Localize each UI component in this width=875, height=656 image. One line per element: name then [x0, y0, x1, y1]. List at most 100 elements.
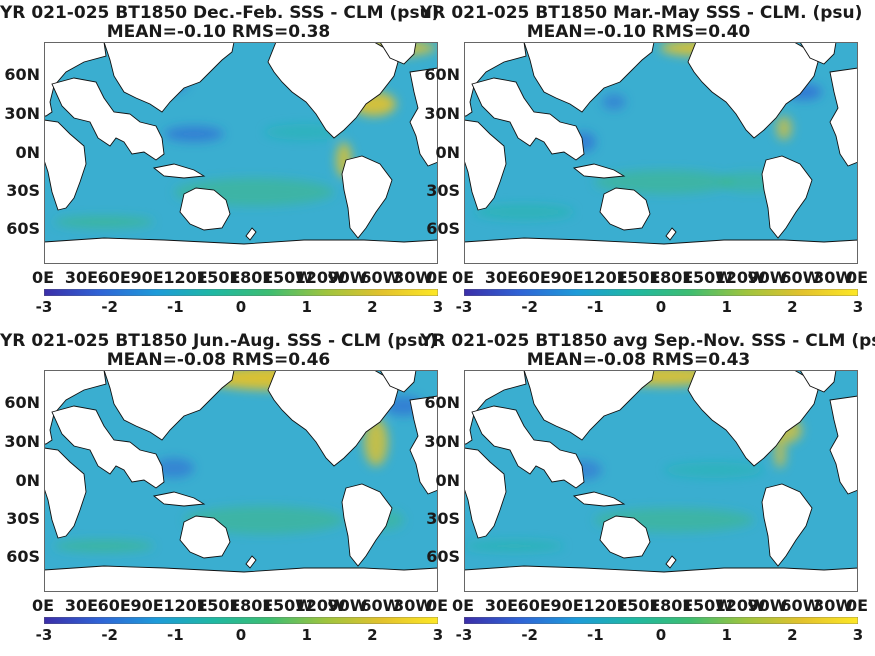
colorbar-tick-label: -3	[35, 626, 53, 644]
panel-title: YR 021-025 BT1850 Dec.-Feb. SSS - CLM (p…	[0, 3, 440, 23]
map-frame	[44, 370, 438, 592]
colorbar-tick-label: 3	[852, 298, 864, 316]
land-mass	[409, 67, 438, 167]
map-frame	[464, 370, 858, 592]
longitude-tick-label: 0E	[32, 596, 55, 615]
latitude-tick-label: 60N	[4, 393, 40, 412]
anomaly-patch	[164, 126, 224, 142]
land-mass	[471, 405, 585, 489]
longitude-tick-label: 120E	[583, 268, 628, 287]
land-mass	[341, 483, 393, 567]
latitude-tick-label: 30N	[4, 432, 40, 451]
latitude-tick-label: 30S	[426, 509, 460, 528]
longitude-tick-label: 150E	[196, 268, 241, 287]
longitude-tick-label: 60W	[780, 268, 821, 287]
colorbar-tick-label: 0	[235, 626, 247, 644]
latitude-tick-label: 0N	[15, 143, 40, 162]
latitude-tick-label: 30S	[6, 181, 40, 200]
longitude-tick-label: 30E	[484, 268, 519, 287]
colorbar-gradient	[464, 617, 858, 624]
longitude-tick-label: 0E	[426, 596, 449, 615]
longitude-tick-label: 90W	[327, 596, 368, 615]
land-mass	[44, 237, 438, 264]
land-mass	[409, 395, 438, 495]
longitude-tick-label: 120E	[583, 596, 628, 615]
colorbar-tick-label: -1	[586, 298, 604, 316]
longitude-tick-label: 120W	[294, 596, 346, 615]
anomaly-patch	[54, 540, 154, 552]
sss-anomaly-map	[464, 42, 858, 264]
land-mass	[379, 370, 417, 393]
land-mass	[464, 565, 858, 592]
longitude-tick-label: 60E	[517, 268, 551, 287]
longitude-tick-label: 30W	[813, 268, 854, 287]
latitude-tick-label: 30N	[4, 104, 40, 123]
longitude-tick-label: 180E	[229, 268, 274, 287]
land-mass	[44, 447, 87, 539]
land-mass	[665, 227, 677, 241]
land-mass	[44, 119, 87, 211]
anomaly-patch	[154, 458, 194, 478]
land-mass	[464, 447, 507, 539]
colorbar-tick-label: 0	[235, 298, 247, 316]
longitude-tick-label: 30E	[64, 268, 99, 287]
longitude-tick-label: 0E	[452, 268, 475, 287]
longitude-tick-label: 60W	[360, 268, 401, 287]
land-mass	[179, 515, 231, 559]
anomaly-patch	[776, 116, 792, 140]
land-mass	[103, 370, 235, 441]
longitude-tick-label: 30E	[64, 596, 99, 615]
colorbar-tick-label: 1	[301, 298, 312, 316]
latitude-tick-label: 60S	[6, 547, 40, 566]
latitude-tick-label: 60S	[426, 547, 460, 566]
land-mass	[152, 163, 206, 179]
longitude-tick-label: 90E	[550, 268, 584, 287]
colorbar-tick-label: -2	[101, 626, 118, 644]
anomaly-patch	[474, 204, 574, 220]
land-mass	[179, 187, 231, 231]
colorbar	[44, 617, 438, 624]
longitude-tick-label: 120E	[163, 268, 208, 287]
longitude-tick-label: 90W	[747, 268, 788, 287]
land-mass	[829, 395, 858, 495]
longitude-tick-label: 120W	[714, 268, 766, 287]
sss-anomaly-map	[44, 42, 438, 264]
anomaly-patch	[54, 216, 154, 228]
longitude-tick-label: 30E	[484, 596, 519, 615]
longitude-tick-label: 150W	[261, 268, 313, 287]
longitude-tick-label: 60W	[360, 596, 401, 615]
anomaly-patch	[264, 124, 344, 140]
colorbar-tick-label: -1	[166, 626, 184, 644]
land-mass	[829, 67, 858, 167]
latitude-tick-label: 0N	[435, 143, 460, 162]
colorbar-tick-label: -1	[586, 626, 604, 644]
longitude-tick-label: 90E	[550, 596, 584, 615]
longitude-tick-label: 90E	[130, 596, 164, 615]
sss-anomaly-map	[464, 370, 858, 592]
colorbar-tick-label: -1	[166, 298, 184, 316]
longitude-tick-label: 180E	[229, 596, 274, 615]
colorbar	[464, 289, 858, 296]
colorbar-gradient	[464, 289, 858, 296]
latitude-tick-label: 60N	[4, 65, 40, 84]
land-mass	[471, 77, 585, 161]
land-mass	[761, 483, 813, 567]
colorbar-tick-label: 0	[655, 626, 667, 644]
latitude-tick-label: 30S	[6, 509, 40, 528]
land-mass	[44, 565, 438, 592]
latitude-tick-label: 0N	[435, 471, 460, 490]
latitude-tick-label: 60S	[6, 219, 40, 238]
colorbar-tick-label: 2	[367, 626, 378, 644]
colorbar-tick-label: -3	[35, 298, 53, 316]
colorbar-tick-label: -2	[521, 626, 538, 644]
land-mass	[341, 155, 393, 239]
panel-stats: MEAN=-0.08 RMS=0.43	[526, 350, 751, 370]
longitude-tick-label: 180E	[649, 596, 694, 615]
colorbar-tick-label: 2	[367, 298, 378, 316]
longitude-tick-label: 0E	[32, 268, 55, 287]
land-mass	[523, 42, 655, 113]
map-frame	[464, 42, 858, 264]
colorbar-tick-label: -2	[101, 298, 118, 316]
anomaly-patch	[774, 440, 786, 468]
anomaly-patch	[594, 170, 734, 194]
